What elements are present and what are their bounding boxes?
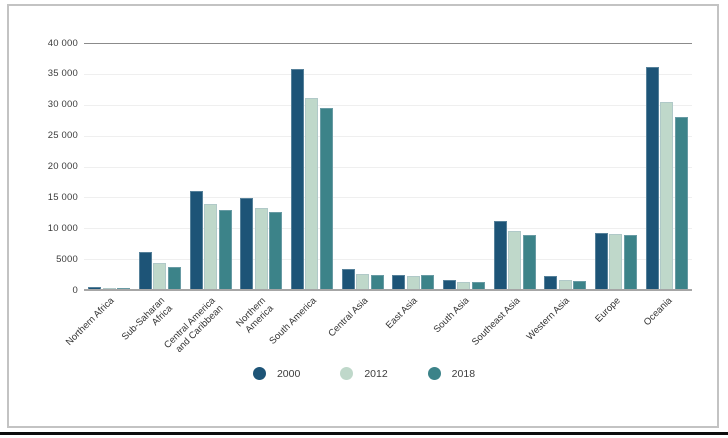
y-axis-tick-label: 15 000 bbox=[47, 192, 78, 203]
gridline bbox=[84, 197, 692, 198]
bar bbox=[660, 102, 674, 290]
bar-group bbox=[641, 43, 692, 290]
y-axis-tick-label: 0 bbox=[72, 285, 78, 296]
bar-group bbox=[439, 43, 490, 290]
y-axis-tick-label: 25 000 bbox=[47, 130, 78, 141]
bar bbox=[442, 280, 456, 290]
bar bbox=[290, 69, 304, 290]
legend-label: 2012 bbox=[364, 367, 388, 380]
bar bbox=[471, 282, 485, 290]
bar bbox=[356, 274, 370, 290]
bar-group bbox=[591, 43, 642, 290]
gridline bbox=[84, 105, 692, 106]
legend-dot-icon bbox=[427, 367, 441, 380]
legend-dot-icon bbox=[252, 367, 266, 380]
y-axis-tick-label: 20 000 bbox=[47, 161, 78, 172]
bar-group bbox=[236, 43, 287, 290]
bar-group bbox=[287, 43, 338, 290]
bar bbox=[508, 231, 522, 290]
bar bbox=[305, 98, 319, 290]
bar bbox=[392, 275, 406, 290]
gridline bbox=[84, 74, 692, 75]
bar bbox=[370, 275, 384, 290]
bar bbox=[341, 269, 355, 290]
bar bbox=[218, 210, 232, 290]
x-axis-line bbox=[84, 289, 692, 291]
legend-label: 2018 bbox=[451, 367, 476, 380]
bar bbox=[204, 204, 218, 290]
page-edge-line bbox=[0, 432, 728, 435]
bar bbox=[493, 221, 507, 290]
bar bbox=[573, 281, 587, 290]
bar bbox=[645, 67, 659, 290]
bar bbox=[558, 280, 572, 290]
legend-dot-icon bbox=[340, 367, 354, 380]
plot-area bbox=[84, 43, 692, 290]
gridline bbox=[84, 259, 692, 260]
bar bbox=[319, 108, 333, 290]
bar bbox=[522, 235, 536, 290]
bar bbox=[167, 267, 181, 290]
bar bbox=[406, 276, 420, 290]
y-axis-tick-label: 5000 bbox=[56, 254, 78, 265]
gridline bbox=[84, 136, 692, 137]
bar-group bbox=[135, 43, 186, 290]
bar bbox=[153, 263, 167, 290]
legend-item: 2012 bbox=[340, 367, 388, 380]
legend: 2000 2012 2018 bbox=[0, 367, 728, 380]
bar-group bbox=[540, 43, 591, 290]
bar bbox=[189, 191, 203, 290]
legend-label: 2000 bbox=[276, 367, 301, 380]
bar bbox=[457, 282, 471, 290]
bar-group bbox=[185, 43, 236, 290]
bar bbox=[421, 275, 435, 290]
bar-group bbox=[388, 43, 439, 290]
bar bbox=[254, 208, 268, 290]
bar bbox=[269, 212, 283, 290]
bar bbox=[88, 287, 102, 290]
bar bbox=[594, 233, 608, 290]
gridline bbox=[84, 167, 692, 168]
y-axis-tick-label: 40 000 bbox=[47, 38, 78, 49]
bar-group bbox=[489, 43, 540, 290]
bar-group bbox=[337, 43, 388, 290]
bar bbox=[138, 252, 152, 290]
bar bbox=[240, 198, 254, 290]
bar bbox=[609, 234, 623, 290]
bar bbox=[544, 276, 558, 290]
y-axis-tick-label: 30 000 bbox=[47, 99, 78, 110]
bar bbox=[623, 235, 637, 290]
legend-item: 2018 bbox=[427, 367, 476, 380]
gridline bbox=[84, 228, 692, 229]
bar-group bbox=[84, 43, 135, 290]
bar bbox=[674, 117, 688, 290]
legend-item: 2000 bbox=[252, 367, 301, 380]
gridline bbox=[84, 43, 692, 44]
y-axis-tick-label: 35 000 bbox=[47, 68, 78, 79]
y-axis-tick-label: 10 000 bbox=[47, 223, 78, 234]
